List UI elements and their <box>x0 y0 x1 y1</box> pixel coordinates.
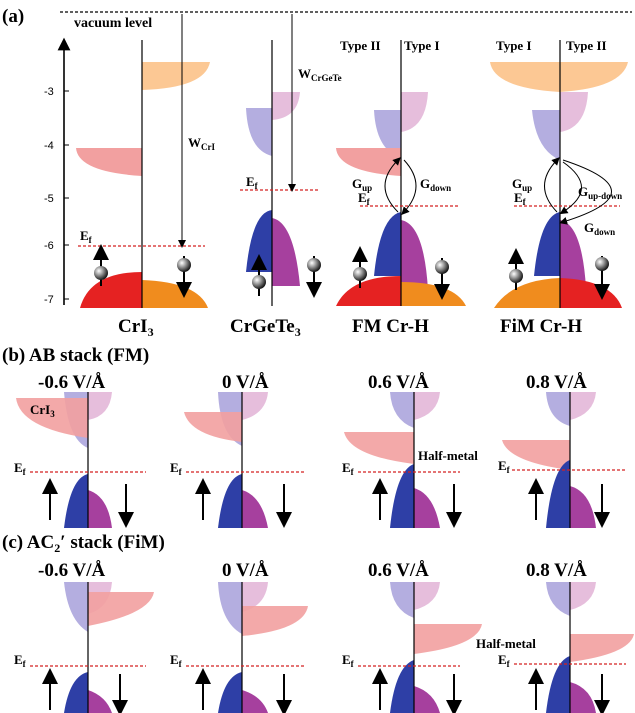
panel-b-ef-label: Ef <box>498 458 511 475</box>
crgete3-label: CrGeTe3 <box>230 316 301 339</box>
half-metal-label: Half-metal <box>476 636 536 651</box>
panel-c-diagram-2 <box>186 582 308 713</box>
panel-b-ef-label: Ef <box>14 460 27 477</box>
fm-crh-spins <box>352 246 450 300</box>
panel-c-ef-label: Ef <box>342 652 355 669</box>
tick-label: -6 <box>44 240 54 252</box>
w-cri-label: WCrI <box>188 135 215 152</box>
half-metal-label: Half-metal <box>418 448 478 463</box>
crgete3-spins <box>251 254 322 298</box>
cri3-label: CrI3 <box>118 316 154 339</box>
fim-crh-label: FiM Cr-H <box>500 316 582 337</box>
field-label: 0.8 V/Å <box>526 372 587 393</box>
field-label: -0.6 V/Å <box>38 372 105 393</box>
tick-label: -7 <box>44 294 54 306</box>
field-label: 0.6 V/Å <box>368 372 429 393</box>
cri3-ef-label: Ef <box>80 228 93 245</box>
fim-crh-bands <box>490 40 628 308</box>
panel-b-diagram-2 <box>184 392 306 528</box>
panel-b-field-labels: -0.6 V/Å 0 V/Å 0.6 V/Å 0.8 V/Å <box>38 372 587 393</box>
panel-b-diagram-4 <box>502 392 626 528</box>
panel-a-label: (a) <box>2 6 24 27</box>
vacuum-level-label: vacuum level <box>74 16 152 31</box>
panel-c-ef-label: Ef <box>498 652 511 669</box>
panel-c-ef-label: Ef <box>170 652 183 669</box>
fm-type-ii-label: Type II <box>340 38 381 53</box>
fm-g-up-label: Gup <box>352 176 372 193</box>
crgete3-ef-label: Ef <box>246 174 259 191</box>
field-label: 0.8 V/Å <box>526 560 587 581</box>
field-label: 0 V/Å <box>222 372 269 393</box>
panel-b-ef-label: Ef <box>342 460 355 477</box>
field-label: -0.6 V/Å <box>38 560 105 581</box>
panel-c-label: (c) AC2′ stack (FiM) <box>2 532 165 555</box>
energy-axis-ticks: -3 -4 -5 -6 -7 <box>44 86 69 306</box>
fm-crh-label: FM Cr-H <box>352 316 429 337</box>
panel-b-ef-label: Ef <box>170 460 183 477</box>
fm-g-down-label: Gdown <box>420 176 451 193</box>
fm-crh-bands <box>336 40 466 306</box>
fim-crh-ef-label: Ef <box>514 190 527 207</box>
panel-b-diagram-3 <box>344 392 462 528</box>
fm-crh-ef-label: Ef <box>358 190 371 207</box>
panel-c-diagram-4 <box>514 582 634 713</box>
fm-type-i-label: Type I <box>404 38 440 53</box>
panel-b-label: (b) AB stack (FM) <box>2 345 149 366</box>
fim-g-down-label: Gdown <box>584 220 615 237</box>
panel-c-diagram-1 <box>30 582 154 713</box>
panel-c-field-labels: -0.6 V/Å 0 V/Å 0.6 V/Å 0.8 V/Å <box>38 560 587 581</box>
panel-c-diagram-3 <box>358 582 482 713</box>
fim-crh-spins <box>508 248 610 300</box>
field-label: 0.6 V/Å <box>368 560 429 581</box>
cri3-tag: CrI3 <box>30 402 55 419</box>
field-label: 0 V/Å <box>222 560 269 581</box>
panel-b-diagram-1 <box>16 392 146 528</box>
fim-g-up-down-label: Gup-down <box>578 184 622 201</box>
w-crgete-label: WCrGeTe <box>298 66 342 83</box>
panel-c-ef-label: Ef <box>14 652 27 669</box>
fim-type-i-label: Type I <box>496 38 532 53</box>
tick-label: -3 <box>44 86 54 98</box>
fim-g-up-label: Gup <box>512 176 532 193</box>
tick-label: -4 <box>44 140 54 152</box>
tick-label: -5 <box>44 193 54 205</box>
cri3-spins <box>93 244 192 298</box>
fim-type-ii-label: Type II <box>566 38 607 53</box>
